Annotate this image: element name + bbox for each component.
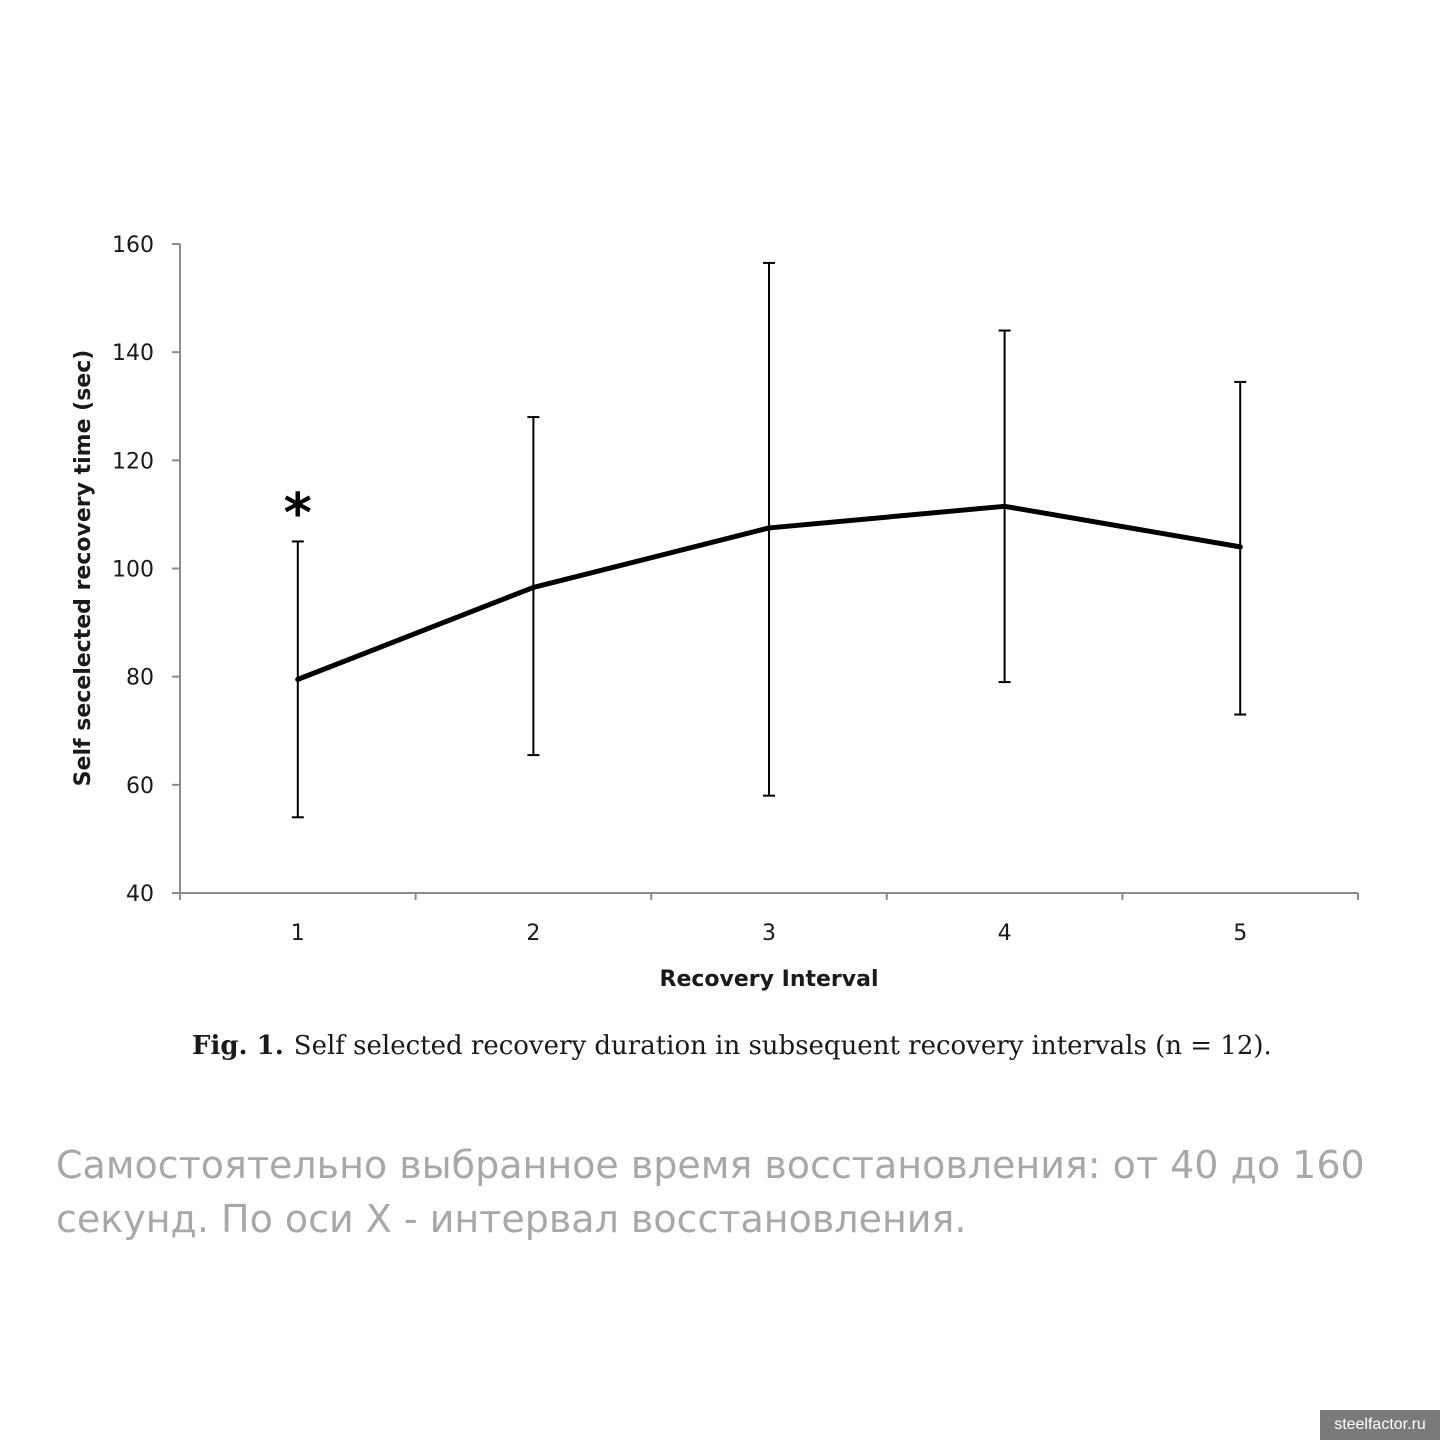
y-axis-ticks: 40 60 80 100 120 140 160 bbox=[112, 233, 180, 907]
y-tick-label: 40 bbox=[126, 882, 154, 907]
figure-label: Fig. 1. bbox=[192, 1031, 284, 1061]
significance-asterisk: * bbox=[284, 481, 312, 544]
data-point bbox=[1002, 503, 1008, 509]
y-tick-label: 140 bbox=[112, 341, 154, 366]
y-axis-title: Self secelected recovery time (sec) bbox=[71, 350, 96, 787]
x-tick-label: 4 bbox=[998, 921, 1012, 946]
annotations: * bbox=[284, 481, 312, 544]
y-tick-label: 160 bbox=[112, 233, 154, 258]
figure-caption: Fig. 1. Self selected recovery duration i… bbox=[192, 1031, 1392, 1061]
data-point bbox=[1237, 544, 1243, 550]
line-chart: 40 60 80 100 120 140 160 1 2 3 4 5 * Recovery Inte… bbox=[71, 233, 1359, 992]
y-tick-label: 100 bbox=[112, 558, 154, 583]
x-tick-label: 2 bbox=[526, 921, 540, 946]
y-tick-label: 80 bbox=[126, 666, 154, 691]
x-axis-ticks: 1 2 3 4 5 bbox=[179, 893, 1359, 946]
explanation-note: Самостоятельно выбранное время восстанов… bbox=[56, 1143, 1365, 1241]
data-point bbox=[295, 676, 301, 682]
data-point bbox=[766, 525, 772, 531]
x-tick-label: 3 bbox=[762, 921, 776, 946]
y-tick-label: 120 bbox=[112, 449, 154, 474]
x-axis-title: Recovery Interval bbox=[660, 967, 879, 992]
watermark: steelfactor.ru bbox=[1320, 1410, 1440, 1440]
x-tick-label: 5 bbox=[1233, 921, 1247, 946]
x-tick-label: 1 bbox=[291, 921, 305, 946]
figure-caption-text: Self selected recovery duration in subse… bbox=[293, 1031, 1272, 1061]
y-tick-label: 60 bbox=[126, 774, 154, 799]
error-bars bbox=[291, 261, 1247, 819]
data-series bbox=[295, 503, 1243, 682]
data-point bbox=[530, 584, 536, 590]
